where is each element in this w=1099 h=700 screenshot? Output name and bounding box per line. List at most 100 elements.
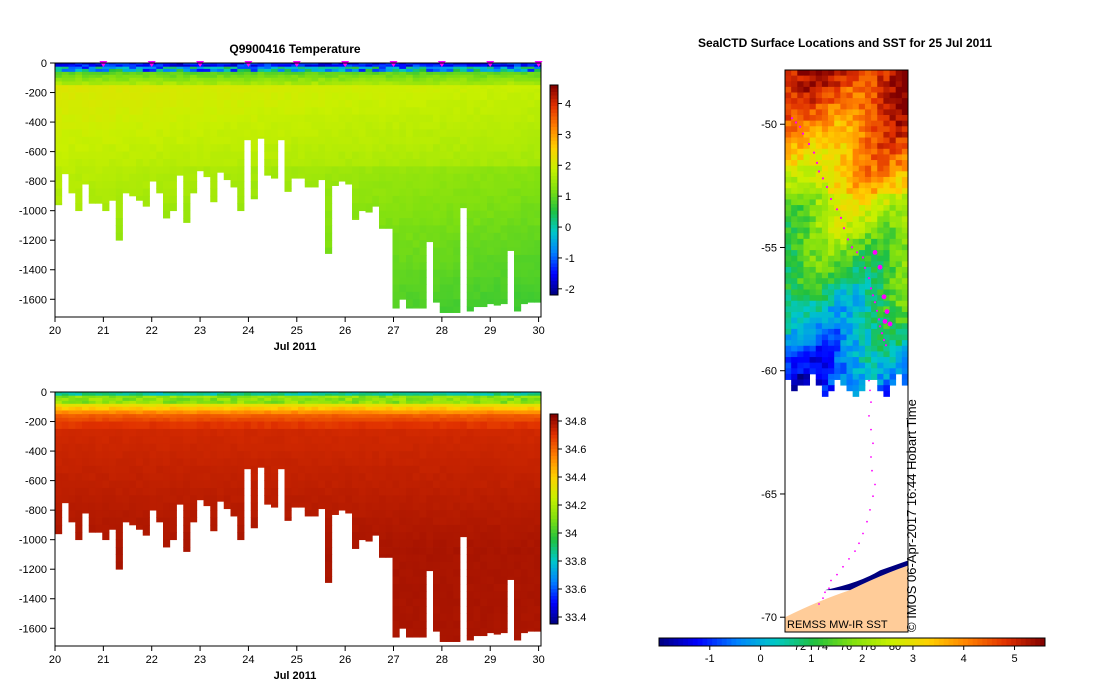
data-cell (372, 410, 380, 415)
data-cell (433, 173, 441, 182)
data-cell (419, 400, 427, 405)
colorbar-segment (550, 459, 558, 464)
data-cell (460, 400, 468, 405)
data-cell (399, 210, 407, 219)
sst-cell (864, 250, 872, 257)
data-cell (399, 284, 407, 293)
data-cell (399, 240, 407, 248)
data-cell (446, 195, 454, 204)
data-cell (304, 403, 312, 408)
colorbar-segment (550, 533, 558, 537)
data-cell (453, 277, 461, 285)
data-cell (480, 151, 488, 160)
data-cell (304, 395, 312, 399)
data-cell (338, 473, 346, 481)
data-cell (311, 107, 319, 116)
data-cell (102, 410, 110, 415)
sst-cell (821, 227, 829, 234)
data-cell (109, 114, 117, 123)
sst-cell (834, 165, 841, 172)
sst-cell (809, 176, 817, 183)
sst-cell (846, 120, 854, 127)
data-cell (426, 400, 434, 405)
sst-cell (877, 188, 884, 195)
sst-cell (852, 131, 860, 138)
data-cell (473, 291, 481, 300)
data-cell (88, 64, 96, 68)
sst-cell (877, 109, 884, 116)
data-cell (412, 400, 420, 405)
data-cell (419, 71, 427, 76)
colorbar-segment (550, 508, 558, 513)
data-cell (399, 417, 407, 422)
data-cell (500, 395, 508, 399)
data-cell (453, 195, 461, 204)
data-cell (514, 247, 522, 256)
data-cell (331, 480, 339, 489)
data-cell (392, 136, 400, 145)
data-cell (82, 66, 90, 70)
data-cell (345, 92, 353, 101)
data-cell (473, 436, 481, 445)
data-cell (109, 166, 117, 175)
data-cell (55, 188, 63, 197)
data-cell (358, 64, 366, 68)
data-cell (149, 81, 157, 86)
data-cell (514, 158, 522, 167)
data-cell (365, 502, 373, 511)
data-cell (115, 181, 123, 189)
data-cell (345, 81, 353, 86)
data-cell (358, 188, 366, 197)
data-cell (298, 406, 306, 411)
data-cell (203, 173, 211, 178)
data-cell (419, 428, 427, 437)
data-cell (291, 99, 299, 108)
data-cell (473, 417, 481, 422)
data-cell (358, 510, 366, 518)
data-cell (439, 173, 447, 182)
data-cell (466, 81, 474, 86)
data-cell (203, 107, 211, 116)
data-cell (163, 195, 171, 204)
data-cell (149, 88, 157, 93)
data-cell (95, 92, 103, 101)
data-cell (210, 66, 218, 70)
data-cell (453, 598, 461, 607)
data-cell (129, 458, 137, 467)
sst-cell (785, 205, 792, 212)
data-cell (190, 451, 198, 459)
data-cell (345, 158, 353, 167)
data-cell (237, 166, 245, 175)
data-cell (311, 451, 319, 459)
data-cell (433, 487, 441, 496)
data-cell (136, 421, 144, 430)
data-cell (466, 465, 474, 474)
data-cell (210, 417, 218, 422)
data-cell (426, 465, 434, 474)
data-cell (75, 92, 83, 101)
sst-cell (846, 233, 854, 240)
data-cell (331, 410, 339, 415)
sst-cell (871, 227, 878, 234)
data-cell (379, 85, 387, 90)
data-cell (129, 144, 137, 152)
colorbar-segment (550, 277, 558, 282)
sst-cell (791, 126, 798, 133)
data-cell (264, 480, 272, 489)
data-cell (325, 166, 333, 175)
data-cell (534, 554, 542, 563)
data-cell (392, 510, 400, 518)
data-cell (61, 458, 69, 467)
data-cell (102, 395, 110, 399)
sst-cell (889, 98, 897, 105)
data-cell (223, 421, 231, 430)
data-cell (426, 397, 434, 402)
data-cell (412, 410, 420, 415)
data-cell (406, 613, 414, 622)
data-cell (514, 99, 522, 108)
sst-cell (791, 109, 798, 116)
data-cell (68, 397, 76, 402)
data-cell (190, 144, 198, 152)
data-cell (453, 495, 461, 504)
data-cell (466, 173, 474, 182)
